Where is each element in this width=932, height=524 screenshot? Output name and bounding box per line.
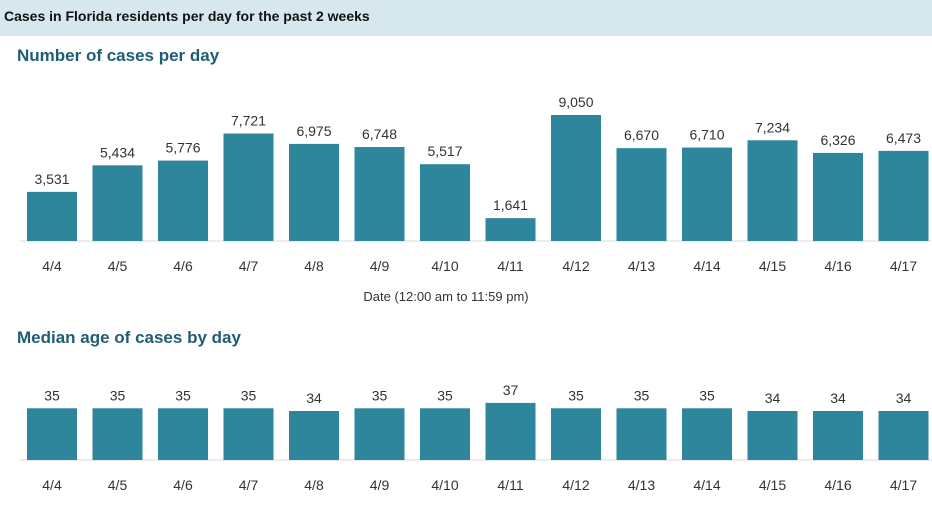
x-axis-title: Date (12:00 am to 11:59 pm) [363,289,528,304]
value-label: 6,326 [820,132,855,148]
bar-4/6 [158,160,208,241]
bar-4/13 [616,148,667,241]
bar-4/11 [485,218,536,241]
bar-4/15 [747,140,798,241]
x-tick-label: 4/9 [370,258,390,274]
x-tick-label: 4/4 [42,258,62,274]
bar-4/15 [747,411,798,460]
bar-4/17 [878,411,929,460]
bar-4/10 [420,408,470,460]
value-label: 3,531 [34,171,69,187]
x-tick-label: 4/11 [497,477,523,493]
value-label: 5,434 [100,144,135,160]
value-label: 35 [241,387,257,403]
x-tick-label: 4/15 [759,477,786,493]
bar-4/12 [551,115,601,241]
bar-4/4 [27,408,77,460]
x-tick-label: 4/5 [108,477,128,493]
x-tick-label: 4/13 [628,258,655,274]
value-label: 7,234 [755,119,790,135]
x-tick-label: 4/17 [890,258,917,274]
x-tick-label: 4/17 [890,477,917,493]
bar-4/4 [27,191,77,241]
value-label: 34 [896,390,912,406]
bar-4/9 [354,408,405,460]
page-title: Cases in Florida residents per day for t… [4,8,370,24]
x-tick-label: 4/11 [497,258,523,274]
x-tick-label: 4/12 [562,258,589,274]
x-tick-label: 4/10 [431,258,458,274]
value-label: 5,517 [427,143,462,159]
bar-4/7 [223,133,274,241]
x-tick-label: 4/12 [562,477,589,493]
x-tick-label: 4/7 [239,258,259,274]
value-label: 35 [634,387,650,403]
x-tick-label: 4/9 [370,477,390,493]
x-tick-label: 4/14 [693,477,720,493]
value-label: 1,641 [493,197,528,213]
value-label: 7,721 [231,113,266,129]
value-label: 34 [306,390,322,406]
header-band [0,0,932,36]
value-label: 35 [110,387,126,403]
x-tick-label: 4/13 [628,477,655,493]
x-tick-label: 4/4 [42,477,62,493]
bar-4/16 [813,152,863,241]
value-label: 9,050 [558,94,593,110]
value-label: 35 [372,387,388,403]
value-label: 34 [765,390,781,406]
bar-4/7 [223,408,274,460]
value-label: 6,710 [689,127,724,143]
value-label: 35 [568,387,584,403]
bar-4/8 [289,143,339,241]
bar-4/14 [682,408,732,460]
cases-bar-chart: 3,531 4/4 5,434 4/5 5,776 4/6 7,721 4/7 6,975 4/8… [20,94,932,304]
value-label: 35 [699,387,715,403]
x-tick-label: 4/8 [304,477,324,493]
bar-4/8 [289,411,339,460]
x-tick-label: 4/16 [824,258,851,274]
x-tick-label: 4/6 [173,258,193,274]
bar-4/17 [878,150,929,241]
value-label: 35 [437,387,453,403]
value-label: 6,748 [362,126,397,142]
x-tick-label: 4/16 [824,477,851,493]
value-label: 6,473 [886,130,921,146]
bar-4/14 [682,147,732,241]
value-label: 5,776 [165,140,200,156]
bar-4/11 [485,402,536,460]
chart-title-cases: Number of cases per day [17,46,220,65]
x-tick-label: 4/7 [239,477,259,493]
x-tick-label: 4/6 [173,477,193,493]
bar-4/5 [92,408,143,460]
value-label: 34 [830,390,846,406]
bar-4/5 [92,165,143,241]
x-tick-label: 4/14 [693,258,720,274]
x-tick-label: 4/5 [108,258,128,274]
bar-4/9 [354,147,405,241]
value-label: 37 [503,382,519,398]
chart-title-median-age: Median age of cases by day [17,328,241,347]
x-tick-label: 4/10 [431,477,458,493]
x-tick-label: 4/15 [759,258,786,274]
value-label: 35 [44,387,60,403]
value-label: 35 [175,387,191,403]
bar-4/13 [616,408,667,460]
value-label: 6,670 [624,127,659,143]
bar-4/10 [420,164,470,241]
median-age-bar-chart: 35 4/4 35 4/5 35 4/6 35 4/7 34 4/8 35 4/9 35 4/10 37 4/… [20,382,932,493]
bar-4/6 [158,408,208,460]
value-label: 6,975 [296,123,331,139]
x-tick-label: 4/8 [304,258,324,274]
bar-4/12 [551,408,601,460]
bar-4/16 [813,411,863,460]
